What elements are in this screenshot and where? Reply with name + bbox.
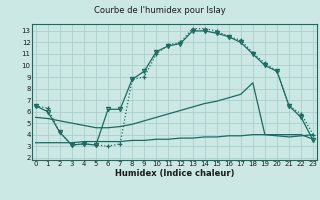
Text: Courbe de l'humidex pour Islay: Courbe de l'humidex pour Islay — [94, 6, 226, 15]
X-axis label: Humidex (Indice chaleur): Humidex (Indice chaleur) — [115, 169, 234, 178]
